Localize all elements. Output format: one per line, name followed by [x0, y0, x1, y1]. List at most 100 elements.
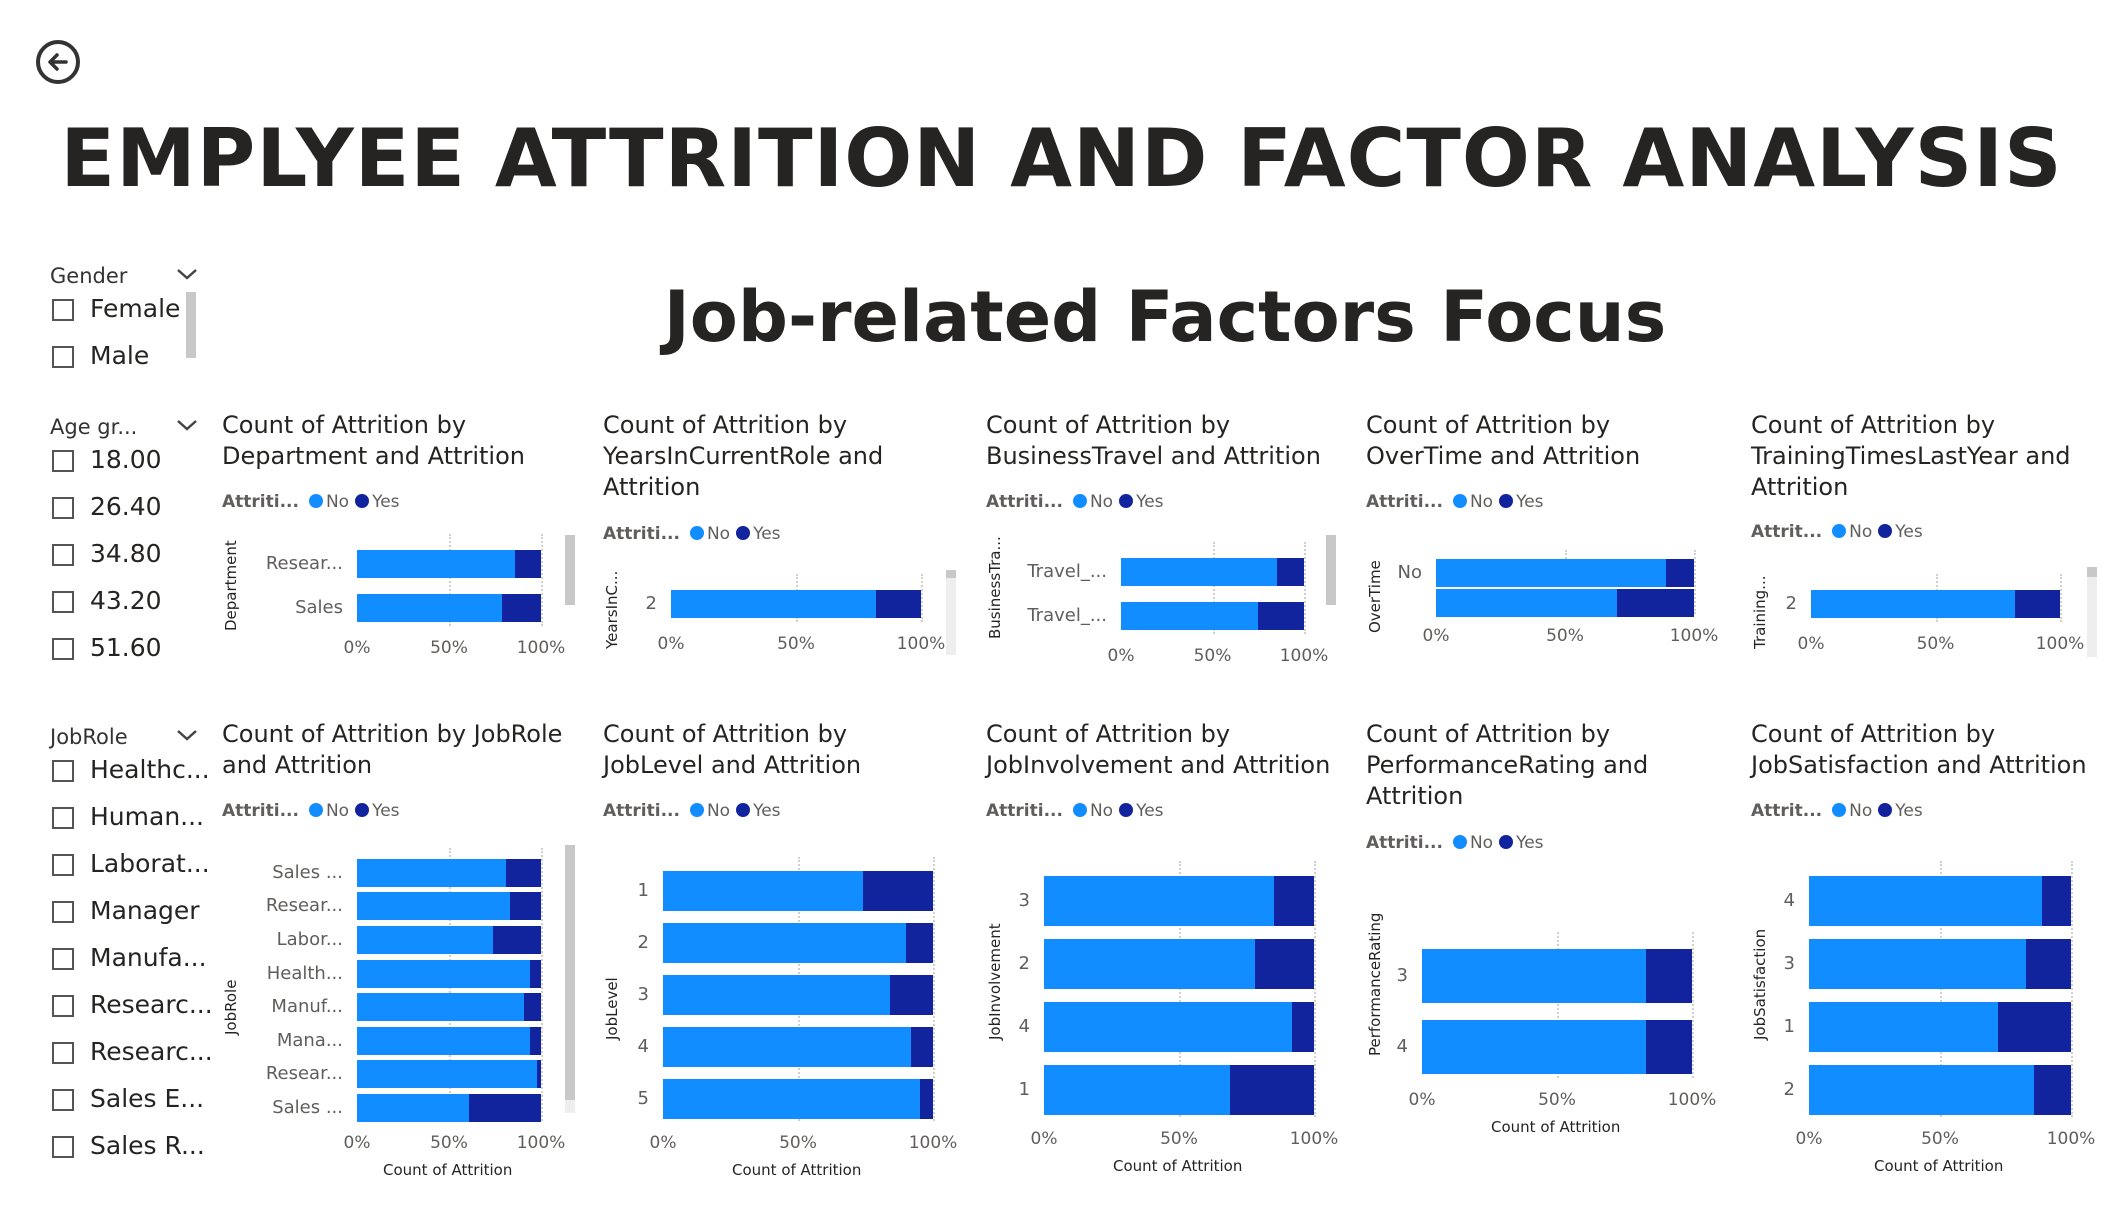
- bar-no[interactable]: [357, 858, 507, 887]
- bar-no[interactable]: [1422, 948, 1647, 1003]
- slicer-option[interactable]: 51.60: [50, 633, 200, 680]
- bar-no[interactable]: [1809, 1064, 2035, 1115]
- legend-item-no[interactable]: No: [1832, 522, 1872, 542]
- bar-yes[interactable]: [1230, 1064, 1314, 1115]
- checkbox[interactable]: [52, 299, 74, 321]
- scrollbar-track[interactable]: [2087, 567, 2097, 657]
- legend-item-no[interactable]: No: [689, 801, 730, 821]
- legend-item-no[interactable]: No: [1832, 801, 1872, 821]
- legend-item-yes[interactable]: Yes: [736, 524, 781, 544]
- checkbox[interactable]: [52, 807, 74, 829]
- bar-no[interactable]: [663, 975, 890, 1015]
- slicer-scrollbar[interactable]: [186, 292, 196, 358]
- scrollbar-thumb[interactable]: [2087, 567, 2097, 577]
- bar-yes[interactable]: [1276, 558, 1304, 586]
- bar-yes[interactable]: [911, 1027, 933, 1067]
- bar-no[interactable]: [671, 590, 876, 618]
- bar-no[interactable]: [357, 1094, 470, 1122]
- legend-item-yes[interactable]: Yes: [355, 492, 400, 512]
- bar-no[interactable]: [1811, 590, 2016, 618]
- back-button[interactable]: [36, 40, 80, 84]
- bar-no[interactable]: [1121, 602, 1259, 630]
- slicer-option[interactable]: Sales R...: [50, 1131, 205, 1178]
- bar-yes[interactable]: [1997, 1001, 2071, 1052]
- bar-no[interactable]: [1044, 938, 1255, 989]
- bar-yes[interactable]: [919, 1079, 933, 1119]
- bar-no[interactable]: [1809, 875, 2043, 926]
- scrollbar-thumb[interactable]: [1326, 535, 1336, 605]
- legend-item-no[interactable]: No: [1452, 492, 1493, 512]
- legend-item-no[interactable]: No: [1072, 492, 1113, 512]
- chevron-down-icon[interactable]: [174, 264, 200, 284]
- slicer-option[interactable]: 26.40: [50, 492, 200, 539]
- bar-no[interactable]: [357, 959, 530, 988]
- checkbox[interactable]: [52, 901, 74, 923]
- bar-yes[interactable]: [1646, 1019, 1692, 1074]
- bar-yes[interactable]: [509, 892, 541, 921]
- bar-no[interactable]: [357, 1060, 538, 1089]
- slicer-option[interactable]: Researc...: [50, 990, 213, 1037]
- slicer-option[interactable]: Researc...: [50, 1037, 213, 1084]
- legend-item-yes[interactable]: Yes: [1499, 833, 1544, 853]
- bar-yes[interactable]: [502, 594, 541, 622]
- bar-no[interactable]: [663, 871, 863, 911]
- checkbox[interactable]: [52, 995, 74, 1017]
- bar-yes[interactable]: [537, 1060, 541, 1089]
- legend-item-yes[interactable]: Yes: [355, 801, 400, 821]
- bar-yes[interactable]: [889, 975, 933, 1015]
- bar-yes[interactable]: [1616, 589, 1694, 617]
- bar-no[interactable]: [1809, 938, 2027, 989]
- bar-yes[interactable]: [876, 590, 921, 618]
- slicer-option[interactable]: Manufa...: [50, 943, 207, 990]
- bar-yes[interactable]: [1292, 1001, 1314, 1052]
- checkbox[interactable]: [52, 1089, 74, 1111]
- slicer-option[interactable]: Sales E...: [50, 1084, 204, 1131]
- checkbox[interactable]: [52, 948, 74, 970]
- slicer-option[interactable]: Manager: [50, 896, 200, 943]
- scrollbar-thumb[interactable]: [946, 570, 956, 578]
- checkbox[interactable]: [52, 1042, 74, 1064]
- legend-item-yes[interactable]: Yes: [1878, 522, 1923, 542]
- checkbox[interactable]: [52, 638, 74, 660]
- bar-no[interactable]: [663, 1027, 912, 1067]
- bar-yes[interactable]: [1665, 559, 1694, 587]
- slicer-option[interactable]: 18.00: [50, 445, 200, 492]
- slicer-option[interactable]: Female: [50, 294, 200, 341]
- bar-yes[interactable]: [2015, 590, 2060, 618]
- bar-yes[interactable]: [529, 1026, 541, 1055]
- bar-yes[interactable]: [524, 993, 541, 1022]
- chevron-down-icon[interactable]: [174, 725, 200, 745]
- bar-no[interactable]: [357, 993, 525, 1022]
- legend-item-yes[interactable]: Yes: [736, 801, 781, 821]
- bar-yes[interactable]: [2034, 1064, 2071, 1115]
- checkbox[interactable]: [52, 346, 74, 368]
- scrollbar-track[interactable]: [946, 570, 956, 655]
- scrollbar-thumb[interactable]: [565, 845, 575, 1100]
- bar-yes[interactable]: [2042, 875, 2071, 926]
- legend-item-yes[interactable]: Yes: [1119, 492, 1164, 512]
- bar-no[interactable]: [1809, 1001, 1998, 1052]
- slicer-option[interactable]: Laborat...: [50, 849, 210, 896]
- bar-no[interactable]: [663, 1079, 920, 1119]
- bar-no[interactable]: [1044, 1001, 1293, 1052]
- chevron-down-icon[interactable]: [174, 415, 200, 435]
- bar-no[interactable]: [663, 923, 906, 963]
- bar-yes[interactable]: [515, 550, 541, 578]
- bar-yes[interactable]: [862, 871, 933, 911]
- slicer-option[interactable]: Male: [50, 341, 200, 388]
- legend-item-yes[interactable]: Yes: [1878, 801, 1923, 821]
- legend-item-no[interactable]: No: [689, 524, 730, 544]
- bar-yes[interactable]: [529, 959, 541, 988]
- bar-no[interactable]: [357, 594, 503, 622]
- checkbox[interactable]: [52, 544, 74, 566]
- bar-yes[interactable]: [1646, 948, 1692, 1003]
- bar-yes[interactable]: [2026, 938, 2071, 989]
- legend-item-no[interactable]: No: [308, 801, 349, 821]
- slicer-option[interactable]: 43.20: [50, 586, 200, 633]
- bar-yes[interactable]: [906, 923, 933, 963]
- bar-no[interactable]: [1436, 589, 1617, 617]
- bar-no[interactable]: [357, 550, 516, 578]
- bar-no[interactable]: [1436, 559, 1666, 587]
- slicer-option[interactable]: Human...: [50, 802, 204, 849]
- checkbox[interactable]: [52, 854, 74, 876]
